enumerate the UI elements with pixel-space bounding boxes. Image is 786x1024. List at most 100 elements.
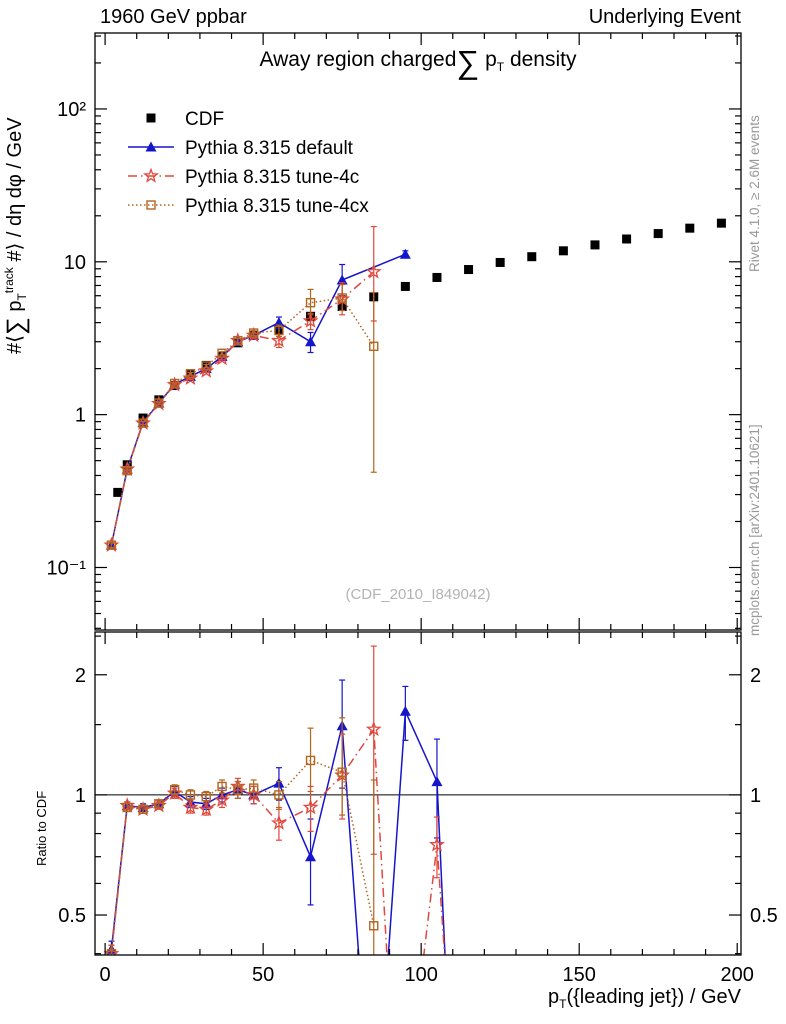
data-marker <box>558 246 568 256</box>
data-marker <box>622 234 632 244</box>
data-marker <box>154 799 164 809</box>
x-axis-p: p <box>547 986 560 1008</box>
data-marker <box>143 167 159 183</box>
data-marker <box>248 783 259 793</box>
rivet-version-caption: Rivet 4.1.0, ≥ 2.6M events <box>747 115 762 272</box>
x-tick-label: 50 <box>252 964 274 986</box>
series-line <box>110 297 375 546</box>
x-tick-label: 0 <box>100 964 111 986</box>
data-marker <box>305 336 317 347</box>
legend-label: Pythia 8.315 default <box>185 138 354 159</box>
sigma-symbol: ∑ <box>456 44 480 80</box>
data-marker <box>270 332 287 348</box>
data-marker <box>495 257 505 267</box>
data-marker <box>217 348 227 358</box>
y-tick-label: 10⁻¹ <box>47 557 87 579</box>
beam-energy-label: 1960 GeV ppbar <box>100 6 247 28</box>
ratio-tick-label: 0.5 <box>750 905 778 927</box>
y-axis-label-open: #⟨ <box>4 335 26 354</box>
data-marker <box>431 776 443 787</box>
main-panel-frame <box>94 32 742 631</box>
data-marker <box>302 312 319 328</box>
y-axis-p: p <box>4 300 26 312</box>
legend-item-pythia-8-315-default: Pythia 8.315 default <box>128 138 354 159</box>
data-marker <box>400 281 410 291</box>
data-marker <box>113 487 123 497</box>
x-axis-label: pT({leading jet}) / GeV <box>548 986 741 1011</box>
plot-title-post: density <box>509 48 577 71</box>
data-marker <box>432 272 442 282</box>
data-marker <box>122 802 132 813</box>
plot-title-sub: T <box>496 60 505 75</box>
legend-item-cdf: CDF <box>146 109 224 130</box>
ratio-tick-label: 1 <box>750 785 761 807</box>
data-marker <box>198 800 215 817</box>
analysis-id-watermark: (CDF_2010_I849042) <box>345 586 491 603</box>
data-marker <box>145 141 157 152</box>
y-axis-sigma: ∑ <box>2 317 30 336</box>
data-marker <box>274 790 284 800</box>
data-marker <box>245 786 262 802</box>
legend-label: CDF <box>185 109 224 130</box>
ratio-tick-label: 2 <box>75 665 86 687</box>
data-marker <box>154 398 164 408</box>
data-marker <box>399 248 411 259</box>
ratio-tick-label: 2 <box>750 665 761 687</box>
data-marker <box>653 229 663 239</box>
data-marker <box>169 378 180 389</box>
data-marker <box>305 851 317 862</box>
ratio-tick-label: 1 <box>75 785 86 807</box>
mcplots-caption: mcplots.cern.ch [arXiv:2401.10621] <box>747 424 762 636</box>
series-pythia-8-315-tune-4c <box>103 225 382 552</box>
data-marker <box>106 540 117 550</box>
data-marker <box>185 790 196 800</box>
y-tick-label: 1 <box>75 405 86 427</box>
series-line <box>110 759 375 954</box>
plot-title-pre: Away region charged <box>259 48 457 71</box>
data-marker <box>138 418 148 428</box>
data-marker <box>185 369 196 379</box>
analysis-category-label: Underlying Event <box>588 6 741 28</box>
data-marker <box>337 767 347 777</box>
series-pythia-8-315-default <box>105 248 411 550</box>
x-axis-rest: ({leading jet}) / GeV <box>566 986 741 1008</box>
data-marker <box>305 298 316 308</box>
data-marker <box>336 274 348 285</box>
data-marker <box>106 948 117 955</box>
data-marker <box>369 341 379 352</box>
data-marker <box>169 785 180 795</box>
data-marker <box>399 705 411 716</box>
ratio-panel-frame <box>94 631 742 956</box>
data-marker <box>337 293 347 303</box>
data-marker <box>182 799 199 815</box>
y-axis-sup: track <box>2 267 16 294</box>
data-marker <box>270 814 287 830</box>
data-marker <box>365 263 382 279</box>
plot-title: Away region charged∑ pT density <box>95 46 741 78</box>
series-line <box>110 710 446 955</box>
data-marker <box>233 335 243 346</box>
x-tick-label: 150 <box>562 964 595 986</box>
data-marker <box>716 218 726 228</box>
series-pythia-8-315-tune-4cx <box>106 283 379 550</box>
data-marker <box>122 465 132 476</box>
data-marker <box>464 265 474 275</box>
legend-label: Pythia 8.315 tune-4c <box>185 167 359 188</box>
data-marker <box>214 791 231 807</box>
data-marker <box>201 791 211 802</box>
data-marker <box>369 921 379 931</box>
data-marker <box>685 223 695 233</box>
ratio-tick-label: 0.5 <box>58 905 86 927</box>
data-marker <box>274 325 284 336</box>
legend-item-pythia-8-315-tune-4cx: Pythia 8.315 tune-4cx <box>128 196 369 217</box>
plot-title-p: p <box>485 48 497 71</box>
data-marker <box>428 836 445 852</box>
series-line <box>110 271 375 546</box>
data-marker <box>146 200 156 210</box>
data-marker <box>146 113 156 123</box>
x-tick-label: 200 <box>721 964 754 986</box>
legend: CDF Pythia 8.315 default Pythia 8.315 tune… <box>128 109 369 217</box>
y-tick-label: 10 <box>64 252 86 274</box>
y-tick-label: 10² <box>57 99 86 121</box>
